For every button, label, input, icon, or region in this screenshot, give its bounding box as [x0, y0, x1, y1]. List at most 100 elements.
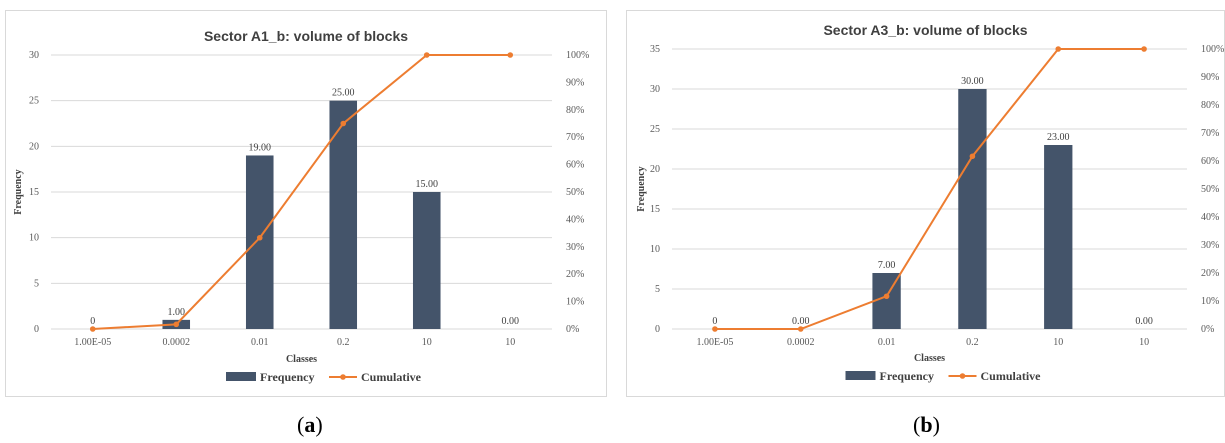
chart-b-y2-tick-label: 60% [1201, 156, 1219, 167]
chart-a-x-tick-label: 1.00E-05 [74, 337, 111, 348]
chart-b-y2-tick-label: 70% [1201, 128, 1219, 139]
chart-a-y2-tick-label: 70% [566, 132, 584, 143]
chart-a-bar [329, 100, 358, 330]
chart-b-y-tick-label: 35 [650, 44, 660, 55]
caption-a-open: ( [297, 412, 305, 437]
chart-b-data-label: 0.00 [1135, 316, 1153, 327]
chart-a-y-tick-label: 5 [34, 278, 39, 289]
chart-a-data-label: 0 [90, 316, 95, 327]
chart-a-x-tick-label: 0.0002 [163, 337, 191, 348]
chart-b-x-tick-label: 10 [1053, 337, 1063, 348]
chart-b-x-tick-label: 0.2 [966, 337, 979, 348]
chart-b-y2-tick-label: 80% [1201, 100, 1219, 111]
chart-a-y2-tick-label: 40% [566, 214, 584, 225]
chart-b-y-tick-label: 20 [650, 164, 660, 175]
chart-b-y2-tick-label: 90% [1201, 72, 1219, 83]
chart-a-cumulative-point [89, 326, 96, 332]
chart-a-legend-frequency-label: Frequency [260, 370, 314, 384]
chart-b-cumulative-point [969, 153, 976, 160]
chart-a-y2-tick-label: 10% [566, 297, 584, 308]
chart-a-legend-cumulative-marker [340, 374, 346, 380]
chart-b-y2-tick-label: 30% [1201, 240, 1219, 251]
chart-b-data-label: 0 [712, 316, 717, 327]
chart-b-x-tick-label: 10 [1139, 337, 1149, 348]
chart-b-y-tick-label: 5 [655, 284, 660, 295]
chart-b-y2-tick-label: 10% [1201, 296, 1219, 307]
chart-a-data-label: 0.00 [502, 316, 520, 327]
chart-a-bar [245, 155, 274, 329]
caption-a: (a) [297, 412, 323, 438]
chart-b-title: Sector A3_b: volume of blocks [823, 22, 1027, 38]
chart-a-y2-tick-label: 0% [566, 324, 579, 335]
chart-a-cumulative-point [423, 52, 430, 58]
chart-b-y-tick-label: 10 [650, 244, 660, 255]
chart-a-y2-tick-label: 30% [566, 242, 584, 253]
chart-a-x-tick-label: 10 [505, 337, 515, 348]
chart-b-y2-tick-label: 100% [1201, 44, 1224, 55]
chart-b-x-axis-label: Classes [914, 353, 945, 364]
chart-b-x-tick-label: 1.00E-05 [696, 337, 733, 348]
chart-a-title: Sector A1_b: volume of blocks [204, 28, 408, 44]
chart-b-cumulative-point [883, 293, 890, 300]
chart-a-data-label: 15.00 [416, 179, 439, 190]
chart-b-cumulative-point [1141, 46, 1147, 52]
chart-a-y-tick-label: 0 [34, 324, 39, 335]
caption-a-close: ) [315, 412, 323, 437]
chart-a-y-axis-label: Frequency [13, 169, 24, 214]
chart-panel-b: Sector A3_b: volume of blocks 0 5 10 15 20 25 3… [626, 10, 1225, 397]
chart-a-x-tick-label: 10 [422, 337, 432, 348]
chart-b-y-tick-label: 15 [650, 204, 660, 215]
chart-a-y-tick-label: 20 [29, 141, 39, 152]
chart-a-data-label: 19.00 [249, 142, 272, 153]
chart-a-y2-tick-label: 60% [566, 160, 584, 171]
chart-b-y-tick-label: 30 [650, 84, 660, 95]
chart-b-y2-tick-label: 20% [1201, 268, 1219, 279]
chart-a-x-axis-label: Classes [286, 354, 317, 365]
chart-b-x-tick-label: 0.0002 [787, 337, 815, 348]
chart-a-y-tick-label: 30 [29, 50, 39, 61]
chart-a-y2-tick-label: 90% [566, 77, 584, 88]
chart-a-legend-frequency-swatch [226, 372, 256, 381]
chart-b-data-label: 0.00 [792, 316, 810, 327]
chart-b-data-label: 7.00 [878, 260, 896, 271]
chart-b-bar [1044, 145, 1073, 329]
chart-a-y-tick-label: 15 [29, 187, 39, 198]
chart-b-data-label: 23.00 [1047, 132, 1070, 143]
chart-b-legend-frequency-label: Frequency [880, 369, 934, 383]
chart-b-cumulative-point [797, 326, 804, 332]
chart-a-cumulative-point [507, 52, 514, 58]
caption-b-open: ( [913, 412, 921, 437]
chart-b-cumulative-point [712, 326, 718, 332]
chart-a-svg: Sector A1_b: volume of blocks 0 5 10 15 20 25 3… [13, 28, 589, 384]
chart-a-bar [412, 192, 441, 329]
chart-a-y2-tick-label: 50% [566, 187, 584, 198]
caption-b-close: ) [932, 412, 940, 437]
chart-a-y-tick-label: 10 [29, 233, 39, 244]
chart-b-data-label: 30.00 [961, 76, 984, 87]
caption-a-letter: a [304, 412, 316, 437]
chart-b-y-axis-label: Frequency [636, 166, 647, 211]
chart-a-y2-tick-label: 20% [566, 269, 584, 280]
chart-a-data-label: 25.00 [332, 88, 355, 99]
chart-b-cumulative-line [714, 48, 1145, 330]
chart-panel-a: Sector A1_b: volume of blocks 0 5 10 15 20 25 3… [5, 10, 607, 397]
chart-a-y2-tick-label: 100% [566, 50, 589, 61]
chart-b-cumulative-point [1055, 46, 1062, 52]
chart-b-legend-cumulative-marker [959, 373, 966, 379]
chart-a-data-label: 1.00 [168, 307, 186, 318]
chart-b-y2-tick-label: 40% [1201, 212, 1219, 223]
chart-b-bar [958, 89, 987, 329]
chart-a-legend-cumulative-label: Cumulative [361, 370, 422, 384]
chart-b-y2-tick-label: 0% [1201, 324, 1214, 335]
chart-b-y-tick-label: 25 [650, 124, 660, 135]
chart-a-cumulative-point [256, 234, 263, 241]
caption-b-letter: b [920, 412, 933, 437]
chart-a-x-tick-label: 0.2 [337, 337, 350, 348]
chart-b-y-tick-label: 0 [655, 324, 660, 335]
chart-b-legend-cumulative-label: Cumulative [981, 369, 1042, 383]
chart-b-svg: Sector A3_b: volume of blocks 0 5 10 15 20 25 3… [636, 22, 1224, 383]
chart-a-cumulative-point [173, 321, 180, 328]
chart-a-y-tick-label: 25 [29, 96, 39, 107]
chart-b-x-tick-label: 0.01 [878, 337, 896, 348]
chart-a-cumulative-point [340, 120, 347, 127]
